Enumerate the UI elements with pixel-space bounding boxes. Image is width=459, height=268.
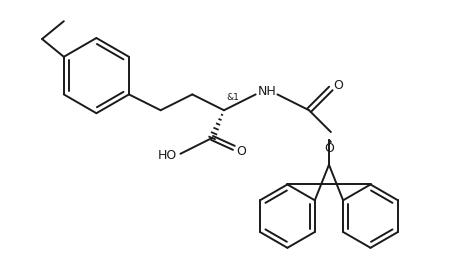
Text: O: O: [324, 142, 334, 155]
Text: &1: &1: [226, 93, 239, 102]
Text: O: O: [333, 79, 343, 92]
Text: NH: NH: [257, 85, 276, 98]
Text: HO: HO: [158, 149, 178, 162]
Text: O: O: [236, 145, 246, 158]
